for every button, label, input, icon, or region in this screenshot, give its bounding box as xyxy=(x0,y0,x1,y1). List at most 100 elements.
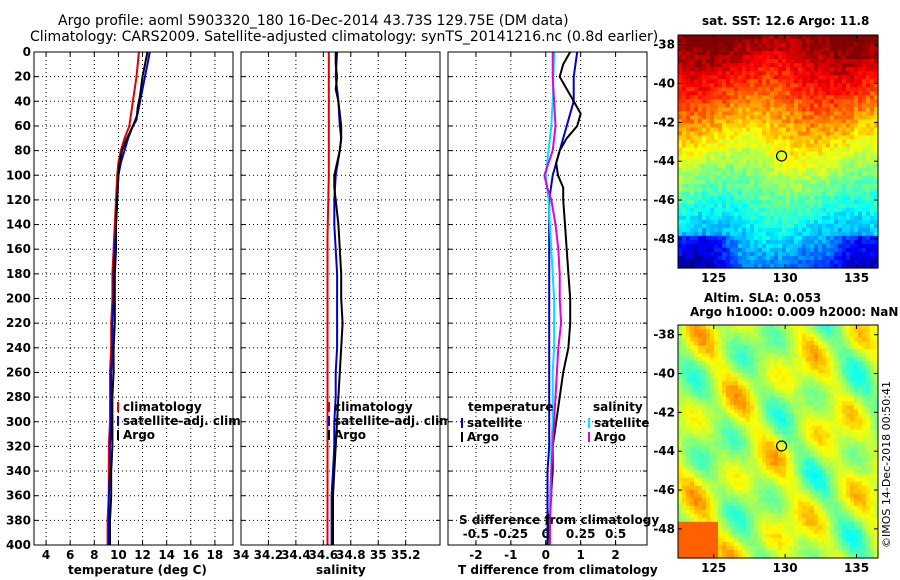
heatmap-cell xyxy=(782,409,787,414)
heatmap-cell xyxy=(694,63,699,68)
heatmap-cell xyxy=(782,63,787,68)
heatmap-cell xyxy=(726,171,731,177)
heatmap-cell xyxy=(866,103,871,108)
heatmap-cell xyxy=(774,239,779,245)
heatmap-cell xyxy=(698,35,703,40)
heatmap-cell xyxy=(746,247,751,253)
heatmap-cell xyxy=(794,373,799,378)
heatmap-cell xyxy=(874,99,879,104)
heatmap-cell xyxy=(858,413,863,418)
heatmap-cell xyxy=(798,91,803,96)
heatmap-cell xyxy=(778,107,783,112)
heatmap-cell xyxy=(818,103,823,108)
heatmap-cell xyxy=(790,349,795,354)
heatmap-cell xyxy=(830,175,835,181)
heatmap-cell xyxy=(782,453,787,459)
map-frame xyxy=(677,34,879,269)
heatmap-cell xyxy=(842,47,847,52)
heatmap-cell xyxy=(738,219,743,225)
heatmap-cell xyxy=(750,67,755,72)
heatmap-cell xyxy=(726,43,731,48)
heatmap-cell xyxy=(698,71,703,76)
heatmap-cell xyxy=(826,385,831,390)
heatmap-cell xyxy=(870,175,875,181)
heatmap-cell xyxy=(786,239,791,245)
heatmap-cell xyxy=(810,349,815,354)
heatmap-cell xyxy=(810,333,815,338)
heatmap-cell xyxy=(814,175,819,181)
heatmap-cell xyxy=(834,115,839,120)
heatmap-cell xyxy=(710,119,715,124)
heatmap-cell xyxy=(742,179,747,185)
heatmap-cell xyxy=(770,353,775,358)
heatmap-cell xyxy=(702,369,707,374)
heatmap-cell xyxy=(810,409,815,414)
heatmap-cell xyxy=(742,425,747,431)
heatmap-cell xyxy=(730,433,735,439)
heatmap-cell xyxy=(874,103,879,108)
heatmap-cell xyxy=(730,131,735,137)
heatmap-cell xyxy=(718,425,723,431)
heatmap-cell xyxy=(858,195,863,201)
heatmap-cell xyxy=(746,79,751,84)
heatmap-cell xyxy=(850,79,855,84)
heatmap-cell xyxy=(854,115,859,120)
heatmap-cell xyxy=(798,333,803,338)
heatmap-cell xyxy=(866,445,871,451)
heatmap-cell xyxy=(806,87,811,92)
figure-title-line2: Climatology: CARS2009. Satellite-adjuste… xyxy=(30,29,659,45)
heatmap-cell xyxy=(686,357,691,362)
heatmap-cell xyxy=(710,333,715,338)
heatmap-cell xyxy=(694,99,699,104)
heatmap-cell xyxy=(850,341,855,346)
heatmap-cell xyxy=(838,247,843,253)
heatmap-cell xyxy=(690,167,695,173)
heatmap-cell xyxy=(770,357,775,362)
heatmap-cell xyxy=(714,111,719,116)
heatmap-cell xyxy=(830,159,835,165)
heatmap-cell xyxy=(690,235,695,241)
heatmap-cell xyxy=(774,345,779,350)
heatmap-cell xyxy=(742,95,747,100)
heatmap-cell xyxy=(758,243,763,249)
heatmap-cell xyxy=(682,95,687,100)
heatmap-cell xyxy=(702,55,707,60)
heatmap-cell xyxy=(734,329,739,334)
heatmap-cell xyxy=(858,35,863,40)
heatmap-cell xyxy=(806,207,811,213)
heatmap-cell xyxy=(714,139,719,145)
heatmap-cell xyxy=(786,345,791,350)
heatmap-cell xyxy=(766,385,771,390)
heatmap-cell xyxy=(746,345,751,350)
heatmap-cell xyxy=(758,441,763,447)
heatmap-cell xyxy=(722,369,727,374)
heatmap-cell xyxy=(854,239,859,245)
heatmap-cell xyxy=(798,263,803,269)
heatmap-cell xyxy=(798,159,803,165)
heatmap-cell xyxy=(734,151,739,157)
heatmap-cell xyxy=(774,131,779,137)
heatmap-cell xyxy=(766,103,771,108)
heatmap-cell xyxy=(770,441,775,447)
heatmap-cell xyxy=(758,227,763,233)
heatmap-cell xyxy=(830,349,835,354)
heatmap-cell xyxy=(734,219,739,225)
heatmap-cell xyxy=(870,449,875,455)
heatmap-cell xyxy=(718,345,723,350)
heatmap-cell xyxy=(802,369,807,374)
heatmap-cell xyxy=(722,163,727,169)
heatmap-cell xyxy=(846,83,851,88)
heatmap-cell xyxy=(690,107,695,112)
heatmap-cell xyxy=(874,341,879,346)
heatmap-cell xyxy=(714,75,719,80)
heatmap-cell xyxy=(766,99,771,104)
heatmap-cell xyxy=(818,413,823,418)
heatmap-cell xyxy=(798,433,803,439)
heatmap-cell xyxy=(810,175,815,181)
heatmap-cell xyxy=(866,91,871,96)
heatmap-cell xyxy=(702,59,707,64)
heatmap-cell xyxy=(734,195,739,201)
heatmap-cell xyxy=(698,119,703,124)
heatmap-cell xyxy=(790,345,795,350)
heatmap-cell xyxy=(858,349,863,354)
